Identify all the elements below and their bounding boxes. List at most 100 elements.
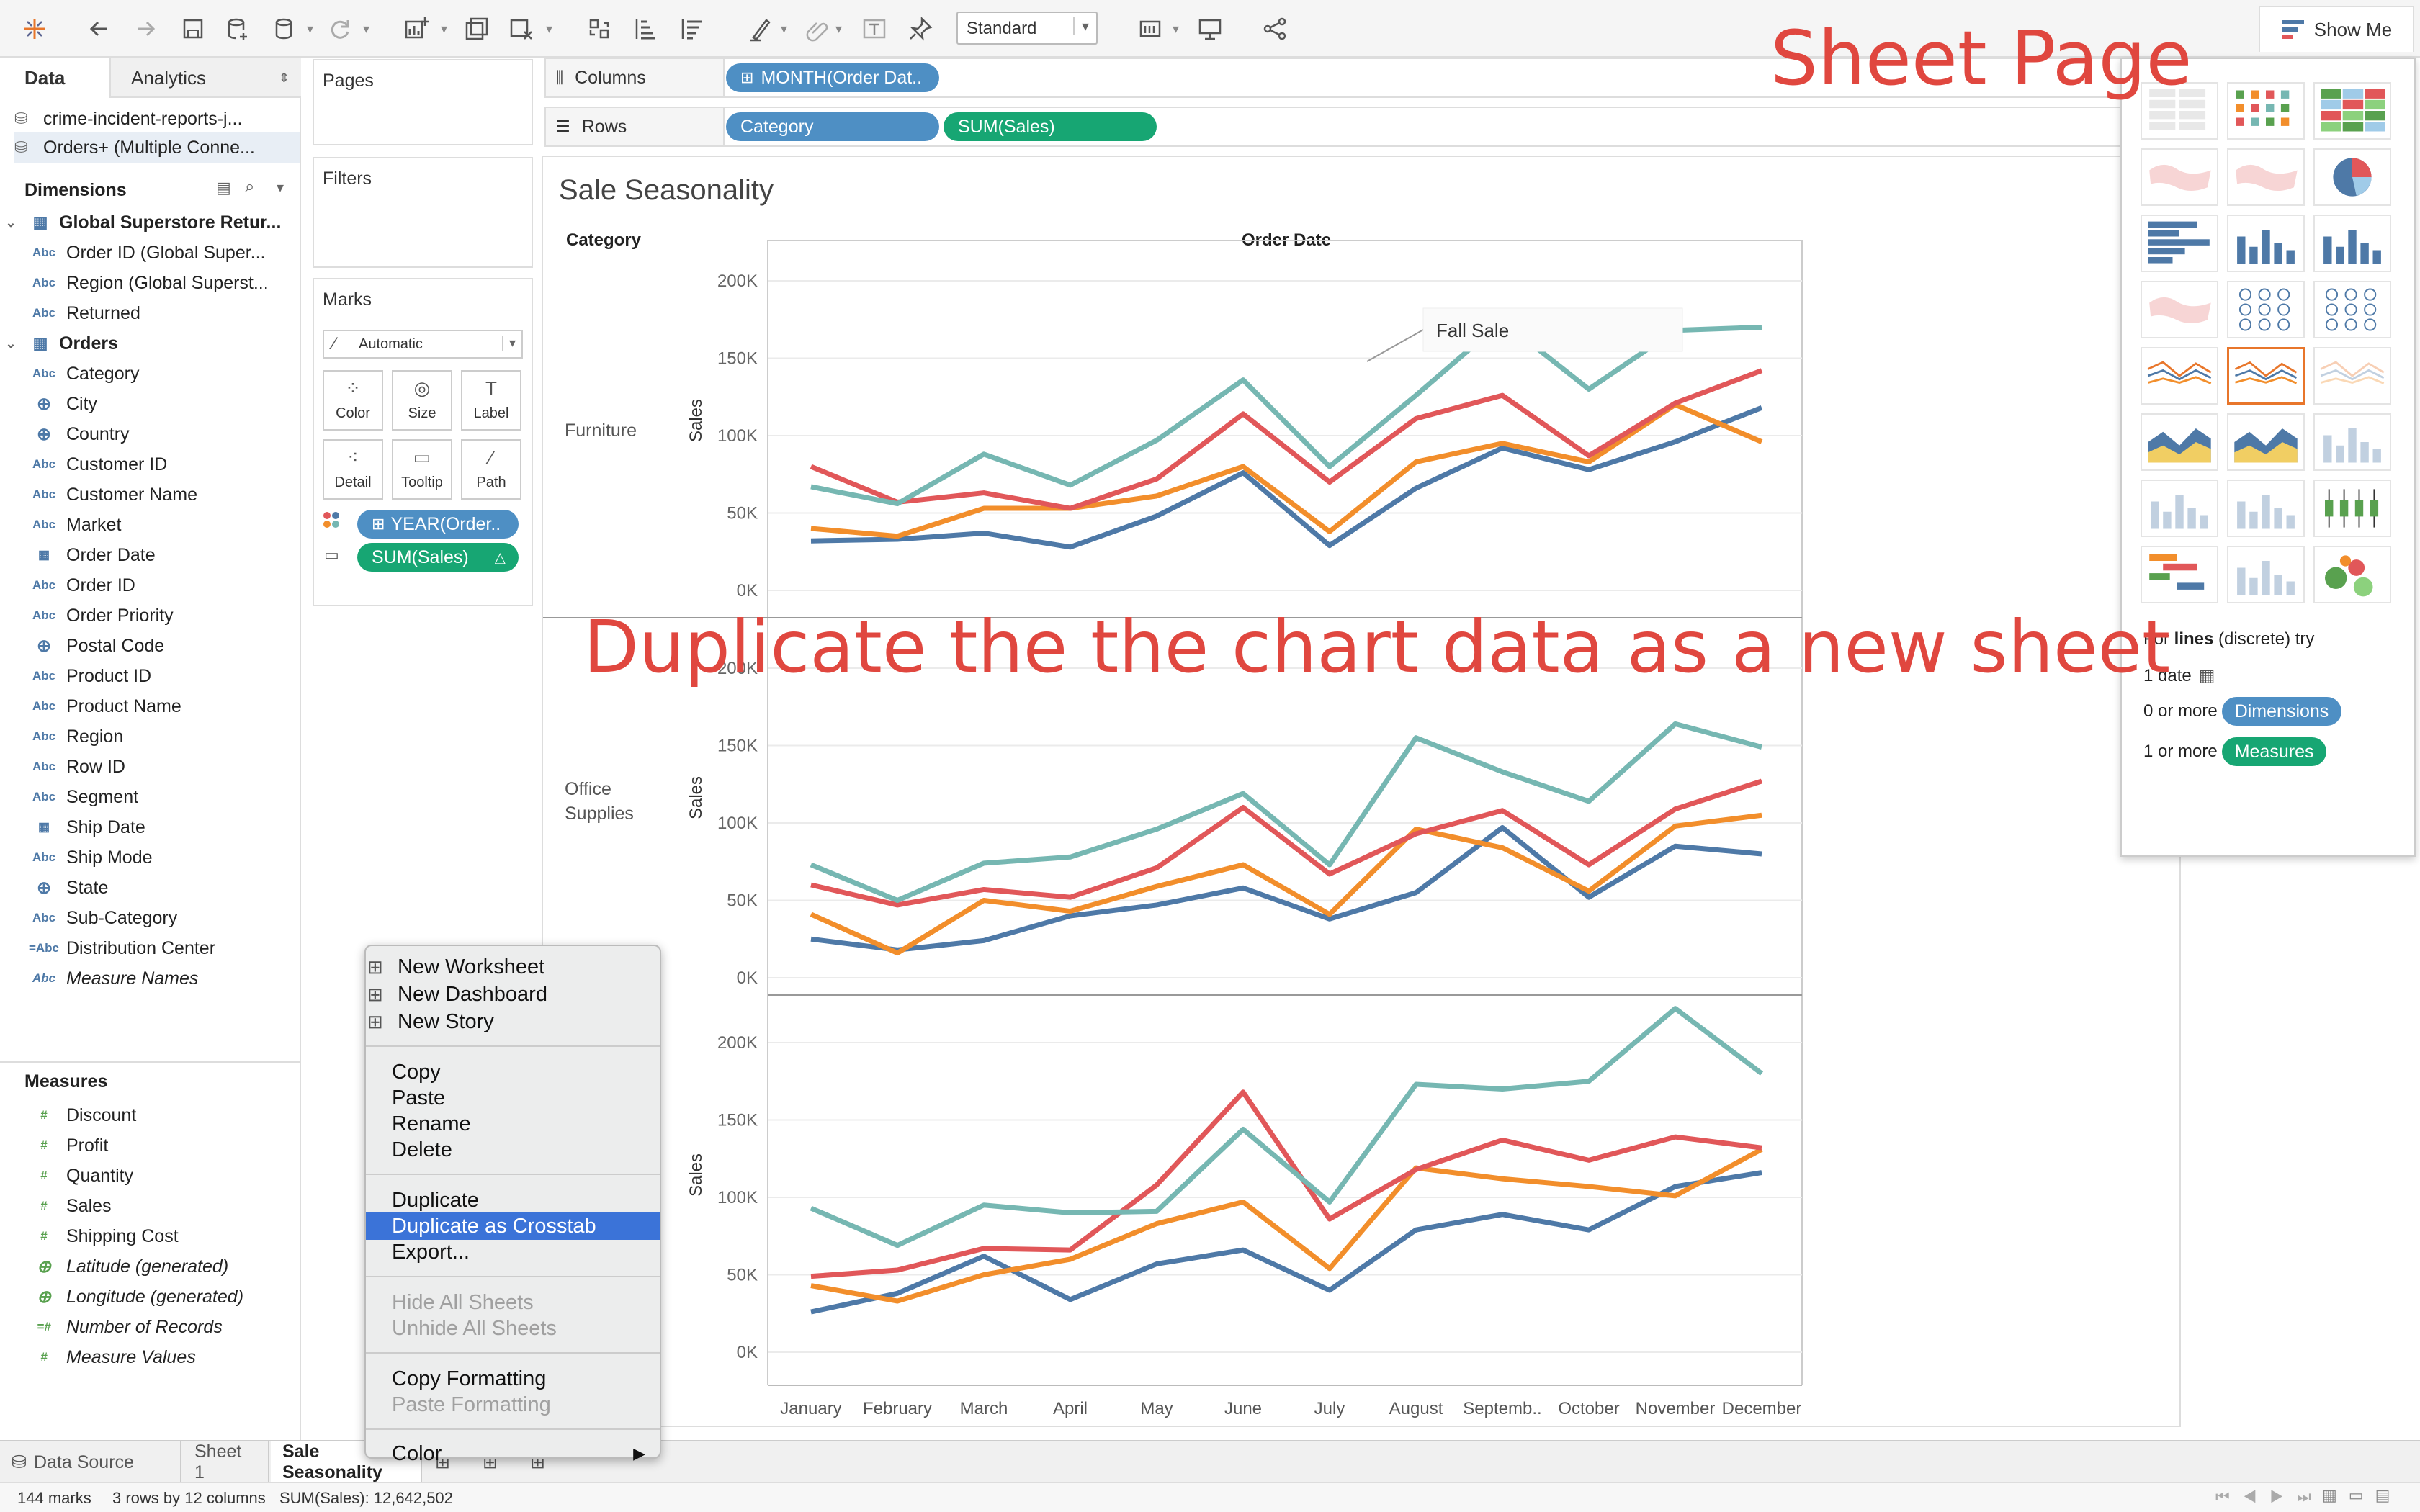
refresh-icon[interactable] bbox=[323, 12, 357, 46]
color-pill[interactable]: ⊞ YEAR(Order.. bbox=[357, 510, 519, 539]
group-members-icon[interactable] bbox=[799, 12, 834, 46]
view-mode-icons[interactable]: ▦▭▤ bbox=[2322, 1486, 2402, 1504]
series-line[interactable] bbox=[810, 1170, 1762, 1315]
view-toggle-icon[interactable]: ▤ bbox=[216, 179, 231, 197]
dimension-field[interactable]: Abc Order Priority bbox=[14, 600, 174, 631]
menu-item-duplicate[interactable]: Duplicate bbox=[392, 1187, 660, 1214]
dimension-field[interactable]: ⊕ Country bbox=[14, 419, 130, 449]
menu-item-new-worksheet[interactable]: ⊞ New Worksheet bbox=[367, 953, 637, 981]
tooltip-pill[interactable]: SUM(Sales) △ bbox=[357, 543, 519, 572]
menu-item-paste[interactable]: Paste bbox=[392, 1084, 660, 1112]
dimension-field[interactable]: Abc Category bbox=[14, 359, 140, 389]
dimension-field[interactable]: Abc Measure Names bbox=[14, 963, 198, 994]
mark-size-select[interactable]: Standard ▾ bbox=[956, 12, 1098, 45]
dimension-field[interactable]: Abc Product ID bbox=[14, 661, 151, 691]
pin-icon[interactable] bbox=[903, 12, 938, 46]
series-line[interactable] bbox=[810, 405, 1763, 550]
search-icon[interactable]: ⌕ bbox=[245, 177, 255, 197]
show-cards-icon[interactable] bbox=[1135, 12, 1170, 46]
chevron-down-icon[interactable]: ▾ bbox=[781, 22, 788, 36]
tab-analytics[interactable]: Analytics ⇕ bbox=[111, 58, 301, 98]
chevron-down-icon[interactable]: ▾ bbox=[1173, 22, 1180, 36]
menu-item-duplicate-as-crosstab[interactable]: Duplicate as Crosstab bbox=[366, 1212, 660, 1240]
tab-data-source[interactable]: ⛁ Data Source bbox=[0, 1441, 182, 1483]
dimension-field[interactable]: Abc Row ID bbox=[14, 752, 125, 782]
filters-card[interactable]: Filters bbox=[313, 157, 533, 268]
show-labels-icon[interactable] bbox=[857, 12, 892, 46]
menu-item-new-story[interactable]: ⊞ New Story bbox=[367, 1008, 637, 1035]
datasource-item[interactable]: ⛁ crime-incident-reports-j... bbox=[14, 104, 300, 134]
series-line[interactable] bbox=[810, 318, 1762, 507]
swap-rows-columns-icon[interactable] bbox=[582, 12, 617, 46]
measure-field[interactable]: ⊕ Longitude (generated) bbox=[14, 1282, 243, 1312]
series-line[interactable] bbox=[810, 1006, 1764, 1248]
chart-type-highlight-table[interactable] bbox=[2313, 82, 2391, 140]
menu-item-delete[interactable]: Delete bbox=[392, 1136, 660, 1164]
save-icon[interactable] bbox=[176, 12, 210, 46]
show-me-button[interactable]: Show Me bbox=[2259, 6, 2414, 52]
chart-type-side-by-side-bars[interactable] bbox=[2313, 215, 2391, 272]
menu-item-color[interactable]: Color ▶ bbox=[392, 1440, 660, 1467]
chart-type-gantt[interactable] bbox=[2141, 546, 2218, 603]
mark-path-button[interactable]: ⁄ Path bbox=[461, 439, 521, 500]
rows-pill-category[interactable]: Category bbox=[726, 112, 939, 141]
measure-field[interactable]: # Quantity bbox=[14, 1161, 133, 1191]
series-line[interactable] bbox=[810, 721, 1762, 903]
dimension-field[interactable]: ⊕ City bbox=[14, 389, 97, 419]
series-line[interactable] bbox=[810, 778, 1763, 908]
dimension-field[interactable]: Abc Order ID bbox=[14, 570, 135, 600]
dimension-field[interactable]: ▦ Order Date bbox=[14, 540, 156, 570]
datasource-item[interactable]: ⛁ Orders+ (Multiple Conne... bbox=[14, 132, 300, 163]
clear-sheet-icon[interactable] bbox=[504, 12, 539, 46]
new-worksheet-icon[interactable] bbox=[399, 12, 434, 46]
columns-shelf[interactable]: ⫼ Columns ⊞ MONTH(Order Dat.. bbox=[544, 58, 2201, 98]
sort-ascending-icon[interactable] bbox=[628, 12, 663, 46]
chevron-down-icon[interactable]: ▾ bbox=[307, 22, 314, 36]
series-line[interactable] bbox=[810, 368, 1763, 511]
chart-type-discrete-lines[interactable] bbox=[2227, 347, 2305, 405]
series-line[interactable] bbox=[810, 812, 1762, 956]
dimension-field[interactable]: Abc Market bbox=[14, 510, 121, 540]
menu-item-unhide-all-sheets[interactable]: Unhide All Sheets bbox=[392, 1315, 660, 1342]
series-line[interactable] bbox=[810, 402, 1763, 539]
dimension-field[interactable]: Abc Customer Name bbox=[14, 480, 197, 510]
chart-type-pie-chart[interactable] bbox=[2313, 148, 2391, 206]
new-datasource-icon[interactable] bbox=[220, 12, 255, 46]
chart-type-symbol-map[interactable] bbox=[2141, 148, 2218, 206]
measure-field[interactable]: # Profit bbox=[14, 1130, 108, 1161]
pause-datasource-icon[interactable] bbox=[268, 12, 302, 46]
chart-type-heat-map[interactable] bbox=[2227, 82, 2305, 140]
chevron-down-icon[interactable]: ▾ bbox=[441, 22, 448, 36]
dimension-field[interactable]: Abc Returned bbox=[14, 298, 140, 328]
measure-field[interactable]: ⊕ Latitude (generated) bbox=[14, 1251, 228, 1282]
chart-type-box-whisker[interactable] bbox=[2313, 480, 2391, 537]
mark-detail-button[interactable]: ⁖ Detail bbox=[323, 439, 383, 500]
dimension-group[interactable]: ⌄ ▦ Orders bbox=[0, 328, 118, 359]
chevron-down-icon[interactable]: ▾ bbox=[277, 180, 284, 196]
chart-type-stacked-bars[interactable] bbox=[2227, 215, 2305, 272]
menu-item-copy[interactable]: Copy bbox=[392, 1058, 660, 1086]
line-chart[interactable]: 0K 50K 100K 150K 200K Sales Furniture 0K 50K 100K… bbox=[543, 157, 2182, 1428]
dimension-field[interactable]: Abc Order ID (Global Super... bbox=[14, 238, 266, 268]
chart-type-area-discrete[interactable] bbox=[2227, 413, 2305, 471]
mark-label-button[interactable]: T Label bbox=[461, 370, 521, 431]
dimension-field[interactable]: ⊕ State bbox=[14, 873, 108, 903]
dimension-field[interactable]: =Abc Distribution Center bbox=[14, 933, 215, 963]
rows-pill-sales[interactable]: SUM(Sales) bbox=[944, 112, 1157, 141]
annotation-box[interactable] bbox=[1422, 307, 1683, 352]
chart-type-area-continuous[interactable] bbox=[2141, 413, 2218, 471]
dimension-field[interactable]: Abc Region (Global Superst... bbox=[14, 268, 269, 298]
chart-type-circle-views[interactable] bbox=[2227, 281, 2305, 338]
mark-tooltip-button[interactable]: ▭ Tooltip bbox=[392, 439, 452, 500]
series-line[interactable] bbox=[810, 1089, 1762, 1279]
measure-field[interactable]: # Sales bbox=[14, 1191, 111, 1221]
visualization-area[interactable]: Sale Seasonality Category Order Date 0K 5… bbox=[542, 156, 2181, 1427]
chart-type-scatter-plot[interactable] bbox=[2141, 480, 2218, 537]
dimension-field[interactable]: Abc Segment bbox=[14, 782, 138, 812]
menu-item-copy-formatting[interactable]: Copy Formatting bbox=[392, 1365, 660, 1392]
chart-type-bullet-graph[interactable] bbox=[2227, 546, 2305, 603]
measure-field[interactable]: # Shipping Cost bbox=[14, 1221, 178, 1251]
duplicate-sheet-icon[interactable] bbox=[460, 12, 494, 46]
presentation-mode-icon[interactable] bbox=[1193, 12, 1227, 46]
chart-type-continuous-lines[interactable] bbox=[2141, 347, 2218, 405]
